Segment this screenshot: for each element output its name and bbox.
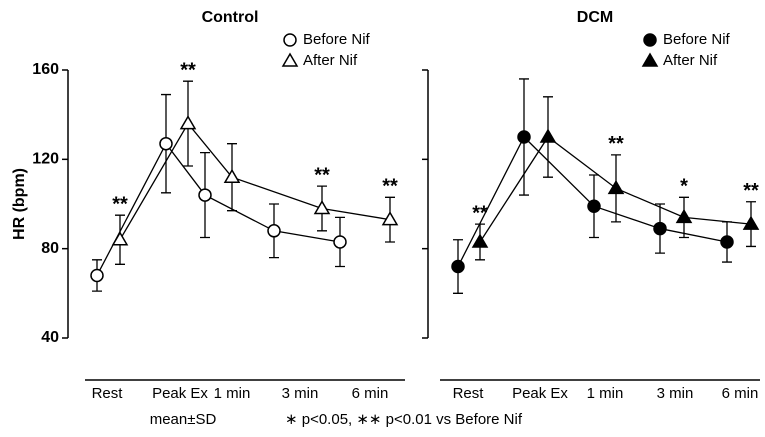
- significance: **: [180, 59, 196, 81]
- note: ∗ p<0.05, ∗∗ p<0.01 vs Before Nif: [285, 411, 523, 428]
- chart-title: Control: [202, 9, 259, 26]
- point: [720, 235, 734, 249]
- significance: *: [680, 176, 688, 198]
- note: mean±SD: [150, 411, 217, 428]
- significance: **: [472, 202, 488, 224]
- x-tick-label: 3 min: [282, 385, 319, 402]
- point: [90, 268, 104, 283]
- point: [587, 199, 601, 213]
- point: [333, 235, 347, 249]
- point: [653, 221, 667, 236]
- point: [607, 179, 625, 195]
- y-tick-label: 120: [32, 151, 59, 168]
- point: [381, 211, 399, 226]
- legend-marker: [281, 52, 299, 67]
- legend-label: Before Nif: [303, 31, 371, 48]
- y-axis-label: HR (bpm): [11, 168, 28, 240]
- significance: **: [314, 164, 330, 186]
- legend-label: After Nif: [663, 52, 718, 69]
- y-tick-label: 80: [41, 240, 59, 257]
- point: [198, 188, 212, 202]
- legend-marker: [643, 33, 657, 47]
- point: [675, 208, 693, 224]
- significance: **: [608, 133, 624, 155]
- legend-label: Before Nif: [663, 31, 731, 48]
- point: [517, 130, 531, 144]
- x-tick-label: 1 min: [214, 385, 251, 402]
- x-tick-label: 6 min: [352, 385, 389, 402]
- point: [267, 224, 281, 238]
- point: [451, 259, 465, 274]
- x-tick-label: Peak Ex: [512, 385, 568, 402]
- chart-title: DCM: [577, 9, 613, 26]
- point: [313, 199, 331, 215]
- y-tick-label: 160: [32, 61, 59, 78]
- point: [223, 168, 241, 183]
- significance: **: [382, 176, 398, 198]
- significance: **: [112, 193, 128, 215]
- point: [471, 233, 489, 248]
- point: [539, 128, 557, 143]
- point: [111, 231, 129, 246]
- x-tick-label: Peak Ex: [152, 385, 208, 402]
- legend-marker: [283, 33, 297, 47]
- x-tick-label: 3 min: [657, 385, 694, 402]
- point: [742, 215, 760, 230]
- point: [159, 136, 173, 151]
- y-tick-label: 40: [41, 329, 59, 346]
- series-line: [96, 142, 341, 276]
- legend-marker: [641, 52, 659, 67]
- point: [179, 115, 197, 130]
- legend-label: After Nif: [303, 52, 358, 69]
- x-tick-label: Rest: [453, 385, 485, 402]
- x-tick-label: Rest: [92, 385, 124, 402]
- significance: **: [743, 180, 759, 202]
- x-tick-label: 6 min: [722, 385, 759, 402]
- x-tick-label: 1 min: [587, 385, 624, 402]
